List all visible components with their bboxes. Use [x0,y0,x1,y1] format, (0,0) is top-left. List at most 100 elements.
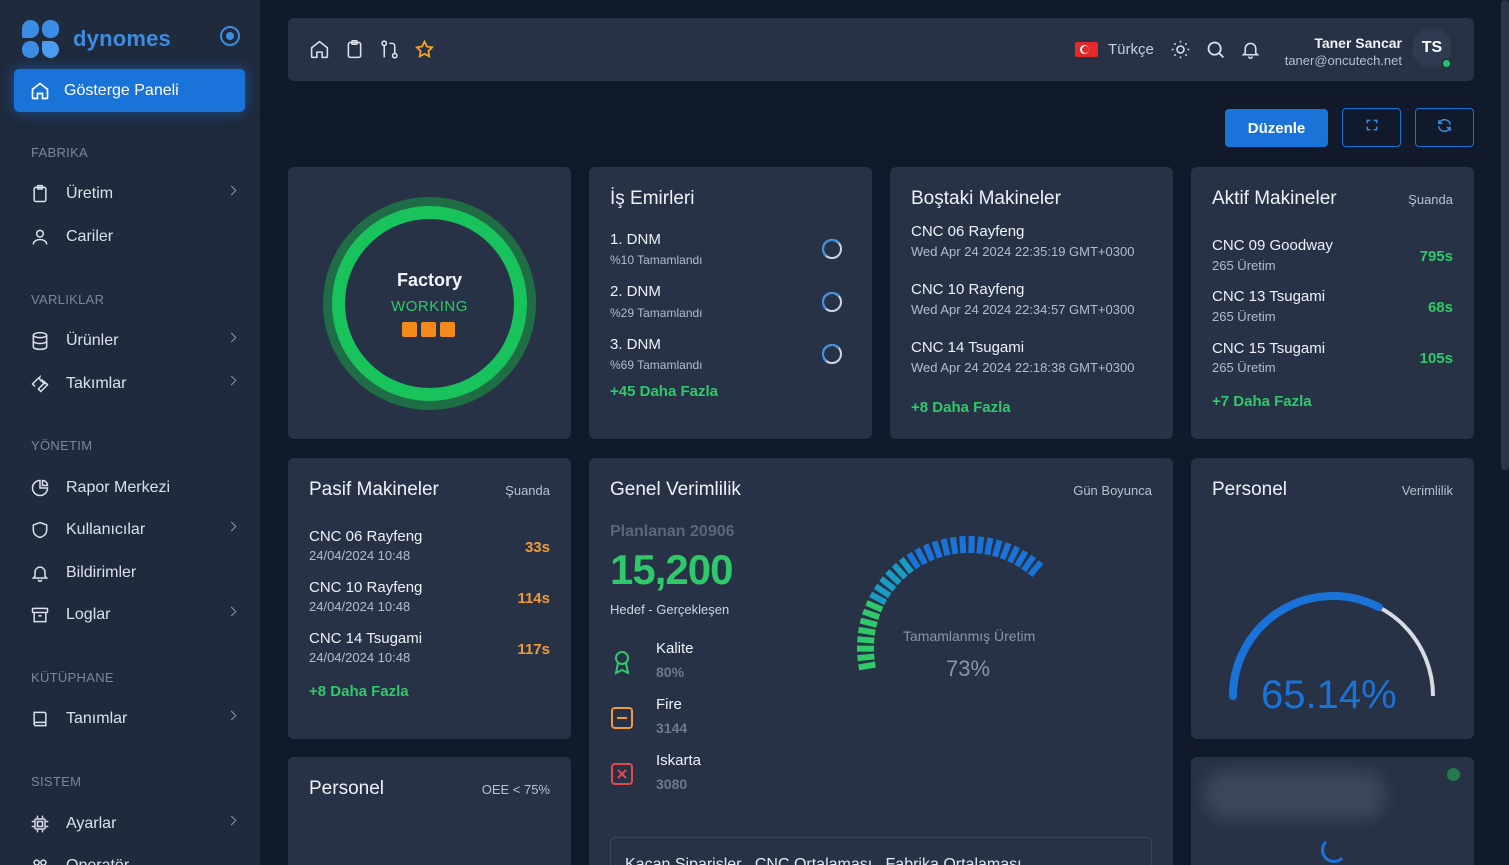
section-kutuphane: KÜTÜPHANE [31,670,114,685]
machine-name[interactable]: CNC 13 Tsugami [1212,288,1326,305]
order-progress: %29 Tamamlandı [610,306,703,320]
gauge-segment [865,600,884,613]
gauge-value: 73% [946,656,991,681]
sidebar-item-operator[interactable]: Operatör [30,848,245,865]
machine-name[interactable]: CNC 06 Rayfeng [911,223,1025,240]
sidebar-item-label: Rapor Merkezi [66,479,171,496]
edit-button[interactable]: Düzenle [1225,109,1328,147]
loading-spinner-icon [1321,837,1347,863]
gauge-segment [992,539,1003,558]
language-label: Türkçe [1108,41,1154,58]
machine-time: 24/04/2024 10:48 [309,548,411,563]
gauge-segment [959,536,967,554]
more-link[interactable]: +45 Daha Fazla [610,383,718,400]
star-icon[interactable] [414,39,435,65]
turkey-flag-icon [1075,42,1098,57]
factory-status: WORKING [391,298,468,315]
sidebar-item-cariler[interactable]: Cariler [30,219,245,255]
user-icon [30,227,50,247]
machine-duration: 105s [1419,350,1453,367]
minus-square-icon [610,706,634,735]
machine-name[interactable]: CNC 10 Rayfeng [309,579,423,596]
gauge-segment [857,636,875,644]
gauge-fill [1229,592,1383,700]
machine-name[interactable]: CNC 15 Tsugami [1212,340,1326,357]
sidebar-item-bildirimler[interactable]: Bildirimler [30,555,245,591]
machine-time: Wed Apr 24 2024 22:35:19 GMT+0300 [911,244,1135,259]
sidebar-item-kullanicilar[interactable]: Kullanıcılar [30,512,245,548]
order-name[interactable]: 3. DNM [610,336,661,353]
card-tag: Verimlilik [1401,483,1453,498]
wrench-icon [30,374,50,394]
sun-icon[interactable] [1170,39,1191,65]
card-title: Pasif Makineler [309,479,439,500]
language-selector[interactable]: Türkçe [1075,41,1154,58]
home-icon[interactable] [309,39,330,65]
efficiency-subtitle: Hedef - Gerçekleşen [610,602,730,617]
more-link[interactable]: +8 Daha Fazla [309,683,409,700]
book-icon [30,709,50,729]
active-machines-card: Aktif Makineler Şuanda CNC 09 Goodway 26… [1191,167,1474,439]
sidebar-item-dashboard[interactable]: Gösterge Paneli [14,69,245,112]
pie-chart-icon [30,478,50,498]
machine-name[interactable]: CNC 10 Rayfeng [911,281,1025,298]
factory-ring-outer [323,197,536,410]
gauge-segment [862,608,881,620]
machine-name[interactable]: CNC 09 Goodway [1212,237,1333,254]
git-compare-icon[interactable] [379,39,400,65]
sidebar-item-loglar[interactable]: Loglar [30,597,245,633]
clipboard-icon[interactable] [344,39,365,65]
sidebar-item-rapor[interactable]: Rapor Merkezi [30,470,245,506]
sidebar-item-label: Gösterge Paneli [64,81,179,99]
section-yonetim: YÖNETIM [31,438,93,453]
gauge-segment [949,536,959,555]
user-name[interactable]: Taner Sancar [1314,35,1402,51]
chevron-right-icon [226,185,237,196]
machine-name[interactable]: CNC 14 Tsugami [309,630,423,647]
progress-spinner-icon [821,238,843,260]
sidebar-item-label: Tanımlar [66,710,128,727]
avatar[interactable]: TS [1412,28,1452,68]
sidebar-item-label: Ayarlar [66,815,117,832]
efficiency-card: Genel Verimlilik Gün Boyunca Planlanan 2… [589,458,1173,865]
sidebar-pin-icon[interactable] [220,26,240,46]
progress-spinner-icon [821,291,843,313]
brand-name: dynomes [73,26,171,51]
sidebar-item-uretim[interactable]: Üretim [30,176,245,212]
chevron-right-icon [226,710,237,721]
gauge-segment [885,569,902,586]
chevron-right-icon [226,815,237,826]
sidebar-item-tanimlar[interactable]: Tanımlar [30,701,245,737]
award-icon [610,649,634,680]
gauge-segment [879,576,897,592]
machine-name[interactable]: CNC 06 Rayfeng [309,528,423,545]
order-name[interactable]: 1. DNM [610,231,661,248]
gauge-segment [859,617,878,628]
archive-icon [30,605,50,625]
refresh-button[interactable] [1415,108,1474,147]
brand[interactable]: dynomes [22,20,171,58]
metric-value: 80% [656,664,685,680]
card-title: Personel [309,778,384,799]
sidebar-item-label: Üretim [66,185,114,202]
machine-time: Wed Apr 24 2024 22:18:38 GMT+0300 [911,360,1135,375]
card-tag: Şuanda [505,483,550,498]
order-name[interactable]: 2. DNM [610,283,661,300]
more-link[interactable]: +7 Daha Fazla [1212,393,1312,410]
card-title: İş Emirleri [610,188,695,209]
gauge-segment [1007,545,1020,564]
fullscreen-button[interactable] [1342,108,1401,147]
machine-name[interactable]: CNC 14 Tsugami [911,339,1025,356]
section-sistem: SISTEM [31,774,82,789]
x-square-icon [610,762,634,791]
chevron-right-icon [226,521,237,532]
page-scrollbar[interactable] [1501,0,1509,470]
sidebar-item-urunler[interactable]: Ürünler [30,323,245,359]
gauge-segment [898,557,914,575]
more-link[interactable]: +8 Daha Fazla [911,399,1011,416]
sidebar-item-ayarlar[interactable]: Ayarlar [30,806,245,842]
search-icon[interactable] [1205,39,1226,65]
bell-icon[interactable] [1240,39,1261,65]
sidebar-item-takimlar[interactable]: Takımlar [30,366,245,402]
planned-value: Planlanan 20906 [610,523,735,540]
